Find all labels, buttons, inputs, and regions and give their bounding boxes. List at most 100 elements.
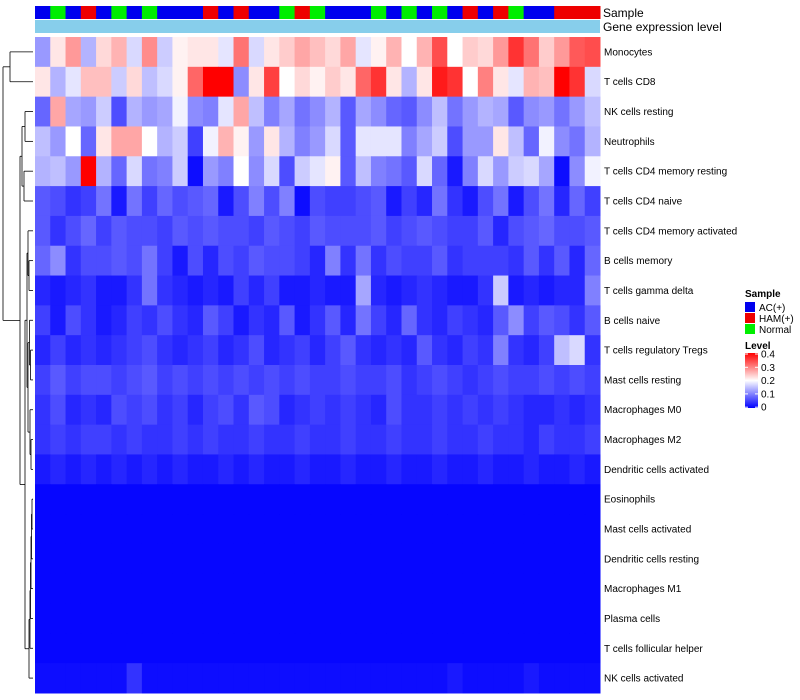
heatmap-cell [65,603,82,634]
heatmap-cell [218,275,235,306]
row-label: T cells regulatory Tregs [604,346,708,357]
heatmap-cell [141,424,158,455]
heatmap-cell [264,156,280,187]
heatmap-cell [187,543,204,575]
heatmap-cell [462,156,479,187]
heatmap-cell [294,663,311,694]
heatmap-cell [248,663,265,694]
sample-legend-label: HAM(+) [759,314,794,325]
heatmap-cell [355,633,372,664]
heatmap-cell [508,424,525,455]
heatmap-cell [325,365,341,396]
heatmap-cell [386,424,402,455]
sample-annotation-cell [477,6,494,19]
heatmap-cell [477,365,494,396]
row-label: T cells CD4 memory activated [604,226,737,237]
heatmap-cell [416,603,433,634]
heatmap-cell [233,215,250,247]
heatmap-cell [233,66,250,98]
heatmap-cell [355,245,372,277]
sample-annotation-cell [294,6,311,19]
heatmap-cell [172,156,189,187]
heatmap-cell [569,543,586,575]
heatmap-cell [386,394,402,426]
heatmap-cell [126,305,143,336]
heatmap-cell [584,215,601,247]
sample-annotation-cell [538,6,555,19]
heatmap-cell [401,215,418,247]
heatmap-cell [554,156,570,187]
heatmap-cell [477,156,494,187]
heatmap-cell [523,543,540,575]
heatmap-cell [538,305,555,336]
heatmap-cell [493,275,509,306]
heatmap-cell [554,394,570,426]
heatmap-cell [370,663,387,694]
heatmap-cell [462,37,479,68]
heatmap-cell [157,454,173,485]
heatmap-cell [157,335,173,366]
heatmap-cell [432,275,448,306]
heatmap-cell [370,394,387,426]
heatmap-cell [202,394,219,426]
heatmap-cell [65,365,82,396]
heatmap-cell [157,514,173,545]
heatmap-cell [340,543,357,575]
heatmap-cell [508,215,525,247]
heatmap-cell [218,245,235,277]
heatmap-cell [96,215,112,247]
heatmap-cell [416,126,433,157]
heatmap-cell [325,335,341,366]
heatmap-cell [65,37,82,68]
heatmap-cell [401,275,418,306]
heatmap-cell [187,454,204,485]
heatmap-cell [233,394,250,426]
heatmap-cell [202,663,219,694]
heatmap-cell [569,245,586,277]
heatmap-cell [309,37,326,68]
heatmap-cell [584,335,601,366]
heatmap-cell [447,66,464,98]
heatmap-cell [218,305,235,336]
heatmap-cell [96,335,112,366]
heatmap-cell [569,156,586,187]
heatmap-cell [432,245,448,277]
heatmap-cell [233,305,250,336]
heatmap-cell [401,96,418,127]
heatmap-cell [65,305,82,336]
heatmap-cell [370,484,387,515]
heatmap-cell [401,514,418,545]
heatmap-cell [279,454,296,485]
heatmap-cell [248,186,265,217]
sample-annotation-cell [202,6,219,19]
heatmap-cell [325,514,341,545]
heatmap-cell [202,335,219,366]
heatmap-cell [35,573,51,605]
heatmap-cell [264,365,280,396]
heatmap-cell [80,603,97,634]
heatmap-cell [279,663,296,694]
heatmap-cell [447,394,464,426]
heatmap-cell [538,335,555,366]
heatmap-cell [554,603,570,634]
heatmap-cell [432,543,448,575]
heatmap-cell [447,603,464,634]
gene-expression-bar [35,20,600,33]
heatmap-cell [187,514,204,545]
heatmap-cell [294,573,311,605]
row-label: Dendritic cells resting [604,554,699,565]
heatmap-cell [202,66,219,98]
heatmap-cell [172,394,189,426]
heatmap-cell [65,126,82,157]
heatmap-cell [370,96,387,127]
heatmap-cell [294,633,311,664]
heatmap-cell [218,543,235,575]
heatmap-cell [80,514,97,545]
heatmap-cell [50,126,67,157]
heatmap-cell [493,37,509,68]
heatmap-cell [386,245,402,277]
heatmap-cell [202,305,219,336]
heatmap-cell [523,335,540,366]
heatmap-cell [96,275,112,306]
